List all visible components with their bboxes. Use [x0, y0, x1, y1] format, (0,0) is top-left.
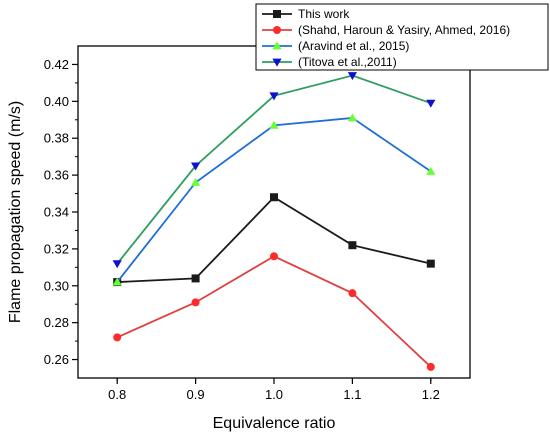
data-point [113, 333, 122, 342]
data-point [426, 259, 435, 268]
x-tick-label: 0.9 [187, 387, 205, 402]
data-point [191, 177, 201, 186]
series-line [116, 74, 432, 265]
y-axis: 0.26 0.28 0.30 0.32 0.34 0.36 0.38 0.40 0.42 [44, 57, 78, 367]
y-tick-label: 0.36 [44, 168, 69, 183]
data-point [347, 72, 357, 81]
y-tick-label: 0.32 [44, 241, 69, 256]
legend-label: (Titova et al.,2011) [298, 55, 397, 69]
series-layer [112, 72, 436, 371]
y-tick-label: 0.34 [44, 205, 69, 220]
series-2 [113, 252, 435, 371]
series-4 [112, 72, 436, 269]
series-3 [112, 113, 436, 286]
x-tick-label: 1.0 [265, 387, 283, 402]
data-point [426, 99, 436, 108]
x-tick-label: 1.1 [343, 387, 361, 402]
data-point [348, 241, 357, 250]
x-tick-label: 0.8 [108, 387, 126, 402]
legend-label: (Shahd, Haroun & Yasiry, Ahmed, 2016) [298, 23, 510, 37]
series-line [117, 196, 432, 283]
y-tick-label: 0.40 [44, 94, 69, 109]
data-point [191, 298, 200, 307]
series-line [116, 255, 432, 368]
y-tick-label: 0.42 [44, 57, 69, 72]
legend-label: This work [298, 7, 350, 21]
legend-item: (Shahd, Haroun & Yasiry, Ahmed, 2016) [262, 23, 510, 37]
legend-item: This work [262, 7, 350, 21]
legend-label: (Aravind et al., 2015) [298, 39, 409, 53]
data-point [426, 166, 436, 175]
y-tick-label: 0.28 [44, 315, 69, 330]
legend-item: (Titova et al.,2011) [262, 55, 397, 69]
data-point [269, 120, 279, 129]
y-tick-label: 0.38 [44, 131, 69, 146]
data-point [426, 362, 435, 371]
x-axis: 0.8 0.9 1.0 1.1 1.2 [108, 378, 440, 402]
data-point [347, 113, 357, 122]
legend-marker [272, 58, 282, 67]
legend: This work (Shahd, Haroun & Yasiry, Ahmed,… [255, 3, 549, 71]
data-point [269, 92, 279, 101]
legend-marker [273, 26, 281, 34]
legend-box [255, 3, 549, 71]
data-point [112, 277, 122, 286]
legend-marker [273, 10, 281, 18]
legend-item: (Aravind et al., 2015) [262, 39, 409, 53]
y-tick-label: 0.30 [44, 278, 69, 293]
y-axis-title: Flame propagation speed (m/s) [7, 101, 24, 323]
data-point [112, 260, 122, 269]
x-axis-title: Equivalence ratio [213, 415, 336, 432]
data-point [191, 162, 201, 171]
legend-marker [272, 41, 282, 50]
y-tick-label: 0.26 [44, 352, 69, 367]
data-point [270, 193, 278, 202]
x-tick-label: 1.2 [422, 387, 440, 402]
data-point [348, 289, 357, 298]
data-point [191, 274, 200, 283]
data-point [270, 252, 278, 261]
